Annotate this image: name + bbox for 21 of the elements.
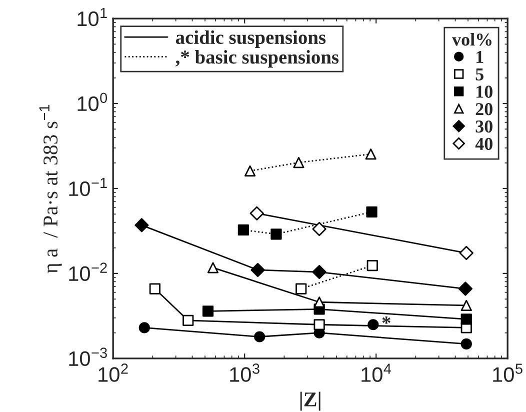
legend-title: vol% xyxy=(452,32,492,46)
y-tick-label: 10$^{−3}$ xyxy=(69,348,107,366)
legend-label: 1 xyxy=(476,50,484,63)
annotation: ,* basic suspensions xyxy=(176,50,339,68)
y-axis-title: η a / Pa·s at 383 s$^{−1}$ xyxy=(39,104,62,274)
annotation: acidic suspensions xyxy=(176,30,326,48)
legend-label: 30 xyxy=(476,120,492,133)
x-tick-label: 10$^{5}$ xyxy=(493,364,522,382)
annotation: * xyxy=(382,316,390,324)
y-tick-label: 10$^{0}$ xyxy=(78,92,108,112)
legend-label: 40 xyxy=(475,138,492,150)
x-axis-title: |Z| xyxy=(300,392,320,411)
y-tick-label: 10$^{−1}$ xyxy=(69,178,107,196)
legend-label: 5 xyxy=(476,68,484,80)
legend-label: 10 xyxy=(476,86,492,98)
x-tick-label: 10$^{2}$ xyxy=(98,364,128,382)
y-tick-label: 10$^{−2}$ xyxy=(69,262,107,282)
x-tick-label: 10$^{4}$ xyxy=(362,364,392,382)
x-tick-label: 10$^{3}$ xyxy=(230,364,260,382)
legend-label: 20 xyxy=(476,103,492,116)
y-tick-label: 10$^{1}$ xyxy=(78,8,107,26)
